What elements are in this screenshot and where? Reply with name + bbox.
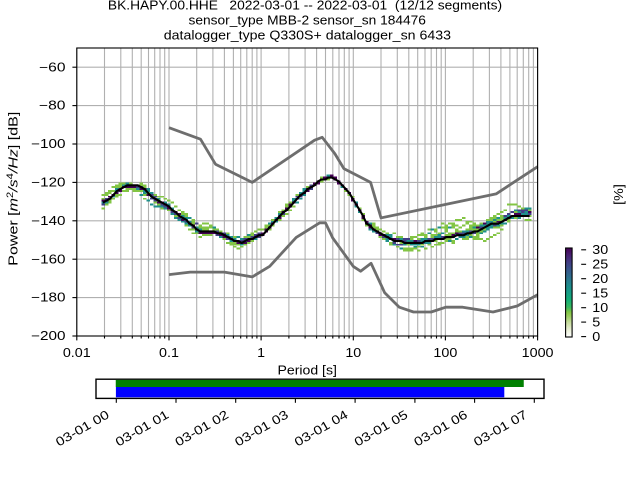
svg-text:10: 10 [592, 301, 608, 315]
svg-text:Period [s]: Period [s] [278, 363, 337, 377]
svg-text:1: 1 [257, 346, 265, 360]
svg-text:−60: −60 [39, 60, 65, 74]
svg-text:20: 20 [592, 272, 608, 286]
svg-text:datalogger_type Q330S+ datalog: datalogger_type Q330S+ datalogger_sn 643… [164, 29, 451, 43]
svg-text:10: 10 [345, 346, 361, 360]
svg-text:15: 15 [592, 287, 608, 301]
svg-text:30: 30 [592, 243, 608, 257]
svg-text:−120: −120 [31, 176, 65, 190]
svg-text:0: 0 [592, 330, 600, 344]
svg-text:[%]: [%] [612, 184, 626, 205]
svg-text:sensor_type MBB-2 sensor_sn 18: sensor_type MBB-2 sensor_sn 184476 [189, 14, 426, 28]
svg-text:BK.HAPY.00.HHE 2022-03-01 --: BK.HAPY.00.HHE 2022-03-01 -- 2022-03-01 … [108, 0, 502, 12]
svg-text:1000: 1000 [522, 346, 554, 360]
svg-text:0.01: 0.01 [63, 346, 91, 360]
svg-text:−160: −160 [31, 252, 65, 266]
svg-text:−200: −200 [31, 329, 65, 343]
svg-text:5: 5 [592, 315, 600, 329]
svg-text:−180: −180 [31, 291, 65, 305]
svg-text:25: 25 [592, 258, 608, 272]
svg-text:−80: −80 [39, 99, 66, 113]
svg-text:100: 100 [433, 346, 457, 360]
svg-text:−140: −140 [31, 214, 65, 228]
svg-text:0.1: 0.1 [159, 346, 179, 360]
svg-text:Power [m2/s4/Hz] [dB]: Power [m2/s4/Hz] [dB] [5, 112, 20, 266]
svg-text:−100: −100 [31, 137, 65, 151]
